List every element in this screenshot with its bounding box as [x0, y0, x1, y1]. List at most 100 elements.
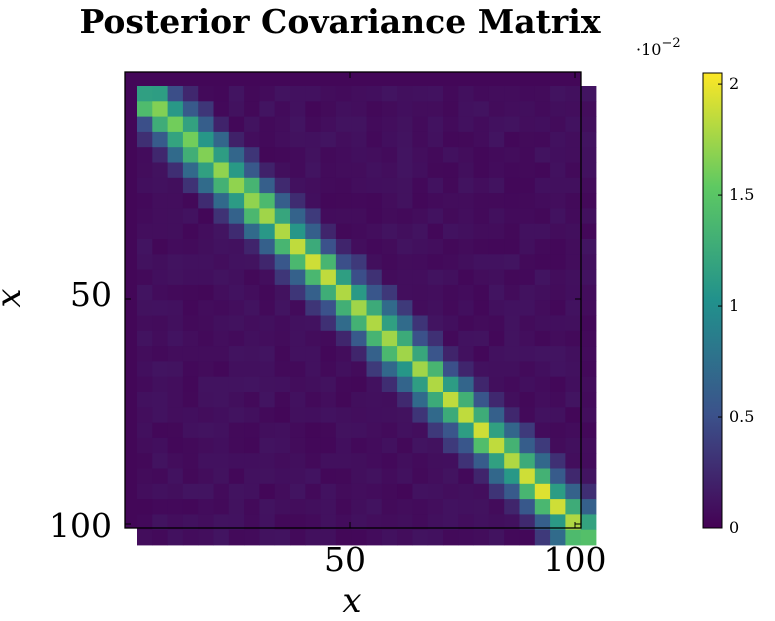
heatmap-cell	[137, 131, 153, 148]
heatmap-cell	[458, 315, 474, 332]
heatmap-cell	[305, 483, 321, 500]
heatmap-cell	[213, 514, 230, 531]
heatmap-cell	[580, 193, 597, 209]
heatmap-cell	[305, 346, 321, 362]
heatmap-cell	[167, 346, 184, 362]
heatmap-cell	[320, 376, 337, 393]
heatmap-cell	[290, 131, 306, 148]
heatmap-cell	[335, 346, 352, 362]
heatmap-cell	[473, 407, 490, 423]
heatmap-cell	[320, 407, 337, 423]
heatmap-cell	[244, 101, 260, 117]
heatmap-cell	[366, 330, 383, 347]
heatmap-cell	[580, 437, 597, 454]
heatmap-cell	[290, 437, 306, 454]
heatmap-cell	[397, 468, 413, 485]
heatmap-cell	[259, 529, 276, 546]
heatmap-cell	[137, 392, 153, 408]
heatmap-cell	[427, 239, 444, 255]
heatmap-cell	[137, 514, 153, 531]
heatmap-cell	[458, 376, 474, 393]
heatmap-cell	[137, 376, 153, 393]
colorbar-tick-label: 1.5	[729, 185, 754, 204]
heatmap-cell	[580, 131, 597, 148]
heatmap-cell	[534, 269, 551, 286]
heatmap-cell	[550, 529, 566, 546]
heatmap-cell	[504, 361, 520, 378]
heatmap-cell	[167, 407, 184, 423]
heatmap-cell	[443, 177, 459, 194]
heatmap-cell	[366, 514, 383, 531]
heatmap-cell	[488, 330, 505, 347]
heatmap-cell	[305, 392, 321, 408]
heatmap-cell	[473, 315, 490, 332]
heatmap-cell	[366, 529, 383, 546]
heatmap-cell	[458, 131, 474, 148]
heatmap-cell	[213, 177, 230, 194]
heatmap-cell	[152, 376, 168, 393]
heatmap-cell	[550, 315, 566, 332]
heatmap-cell	[458, 346, 474, 362]
heatmap-cell	[259, 208, 276, 225]
heatmap-cell	[534, 162, 551, 179]
heatmap-cell	[335, 162, 352, 179]
heatmap-cell	[381, 376, 398, 393]
heatmap-cell	[167, 422, 184, 439]
heatmap-cell	[504, 315, 520, 332]
heatmap-cell	[274, 315, 291, 332]
heatmap-cell	[534, 131, 551, 148]
heatmap-cell	[228, 131, 245, 148]
heatmap-cell	[443, 208, 459, 225]
heatmap-cell	[366, 101, 383, 117]
heatmap-cell	[213, 147, 230, 163]
heatmap-cell	[182, 315, 199, 332]
heatmap-cell	[228, 392, 245, 408]
heatmap-cell	[550, 330, 566, 347]
heatmap-cell	[290, 284, 306, 301]
heatmap-cell	[443, 453, 459, 469]
heatmap-cell	[152, 300, 168, 316]
heatmap-cell	[443, 239, 459, 255]
heatmap-cell	[443, 483, 459, 500]
heatmap-cell	[504, 407, 520, 423]
heatmap-cell	[182, 483, 199, 500]
heatmap-cell	[381, 407, 398, 423]
heatmap-cell	[351, 208, 367, 225]
heatmap-cell	[397, 346, 413, 362]
heatmap-cell	[244, 361, 260, 378]
heatmap-cell	[550, 193, 566, 209]
heatmap-cell	[580, 407, 597, 423]
heatmap-cell	[488, 223, 505, 240]
heatmap-cell	[427, 453, 444, 469]
heatmap-cell	[335, 468, 352, 485]
heatmap-cell	[137, 422, 153, 439]
heatmap-cell	[366, 346, 383, 362]
heatmap-cell	[366, 223, 383, 240]
heatmap-cell	[290, 101, 306, 117]
heatmap-cell	[320, 514, 337, 531]
heatmap-cell	[488, 116, 505, 133]
heatmap-cell	[443, 346, 459, 362]
heatmap-cell	[534, 315, 551, 332]
heatmap-cell	[534, 239, 551, 255]
heatmap-cell	[473, 330, 490, 347]
heatmap-cell	[443, 131, 459, 148]
heatmap-cell	[565, 284, 582, 301]
heatmap-cell	[320, 223, 337, 240]
heatmap-cell	[198, 101, 214, 117]
heatmap-cell	[397, 529, 413, 546]
heatmap-cell	[504, 147, 520, 163]
heatmap-cell	[381, 223, 398, 240]
heatmap-cell	[504, 376, 520, 393]
heatmap-cell	[152, 407, 168, 423]
heatmap-cell	[228, 453, 245, 469]
heatmap-cell	[198, 529, 214, 546]
heatmap-cell	[488, 453, 505, 469]
heatmap-cell	[259, 422, 276, 439]
heatmap-cell	[228, 86, 245, 102]
heatmap-cell	[580, 147, 597, 163]
heatmap-cell	[213, 269, 230, 286]
heatmap-cell	[305, 254, 321, 270]
heatmap-cell	[228, 437, 245, 454]
